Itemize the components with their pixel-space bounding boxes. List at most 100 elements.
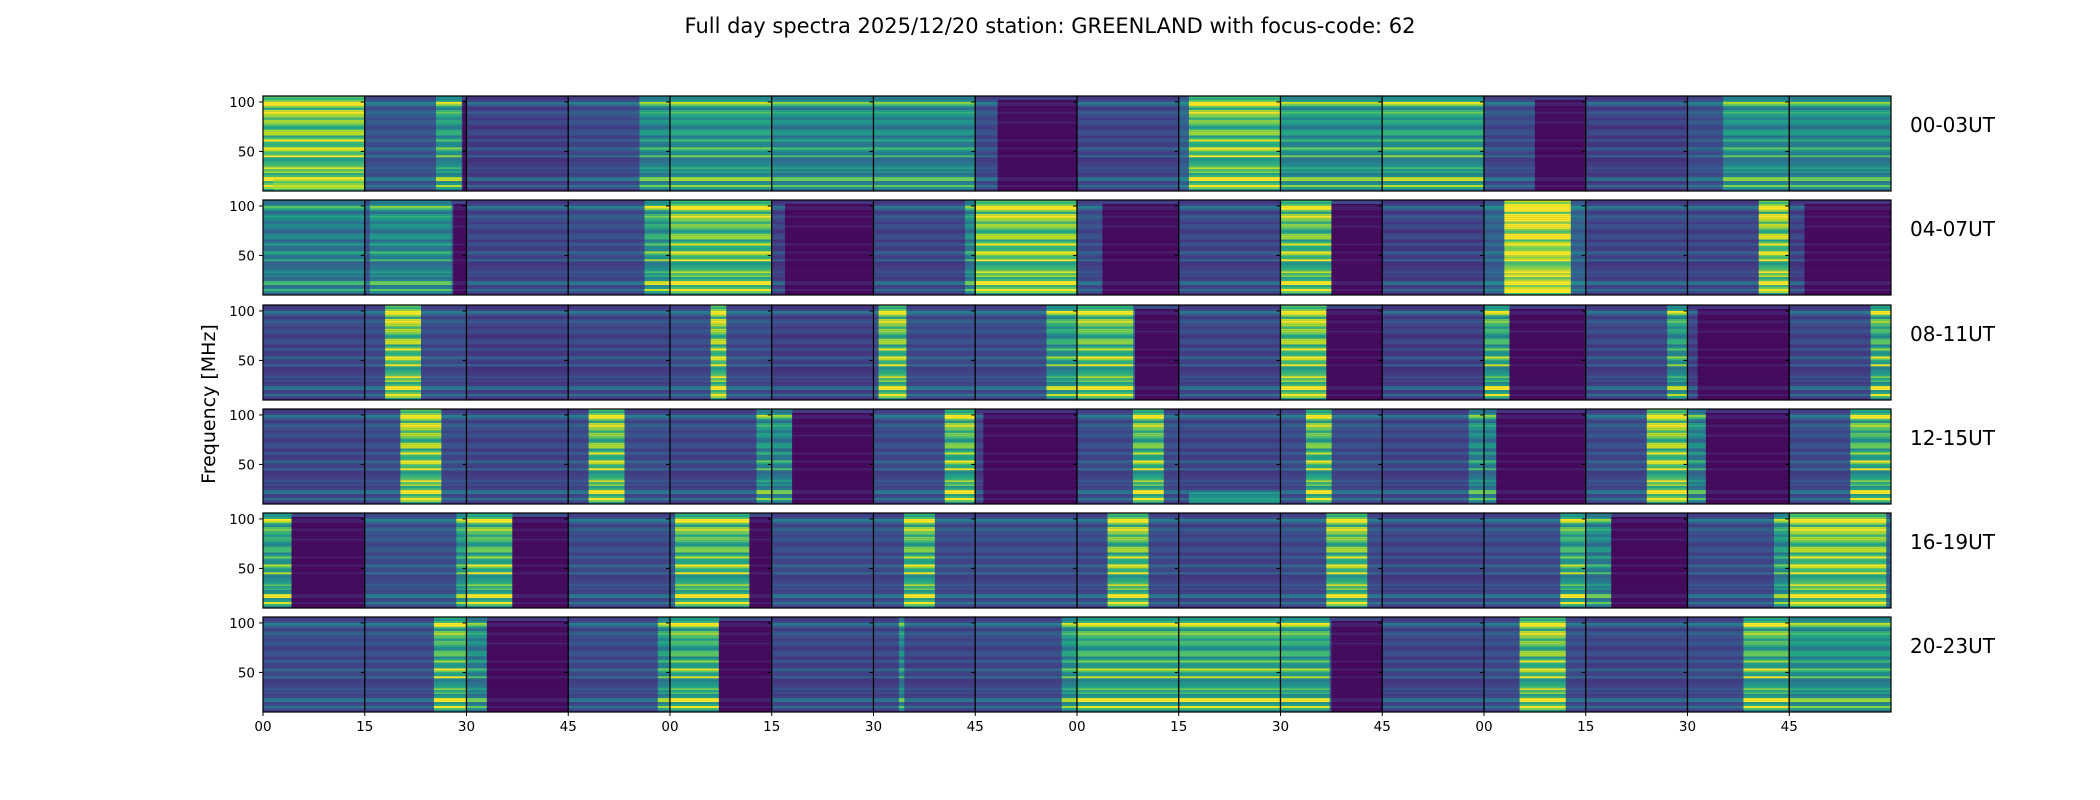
spectrum-band <box>1135 336 1180 340</box>
spectrum-band <box>1697 350 1790 353</box>
spectrum-band <box>435 183 462 186</box>
spectrum-band <box>644 265 671 268</box>
spectrum-band <box>1382 169 1485 172</box>
spectrum-band <box>1697 374 1790 377</box>
spectrum-band <box>1697 320 1790 324</box>
spectrum-band <box>873 277 976 280</box>
spectrum-band <box>878 310 907 314</box>
spectrum-band <box>1382 269 1485 272</box>
spectrum-band <box>1789 149 1892 152</box>
spectrum-band <box>1585 131 1688 135</box>
spectrum-band <box>364 161 467 164</box>
spectrum-band <box>873 362 976 365</box>
spectrum-band <box>1382 350 1485 353</box>
spectrum-band <box>1178 376 1281 379</box>
spectrum-band <box>644 289 671 292</box>
spectrum-band <box>466 454 569 457</box>
spectrum-band <box>568 115 671 119</box>
spectrum-band <box>1331 279 1383 282</box>
spectrum-band <box>1382 386 1485 389</box>
spectrum-band <box>1585 320 1688 324</box>
spectrum-band <box>771 420 793 424</box>
spectrum-band <box>1870 322 1892 326</box>
spectrum-band <box>1484 346 1510 349</box>
spectrum-band <box>670 442 773 446</box>
spectrum-band <box>1585 346 1688 349</box>
spectrum-band <box>466 165 569 168</box>
spectrum-band <box>1077 183 1180 186</box>
spectrum-band <box>1687 247 1790 250</box>
spectrum-band <box>263 203 366 207</box>
spectrum-band <box>1382 306 1485 310</box>
spectrum-band <box>263 308 366 312</box>
spectrum-band <box>263 157 366 160</box>
spectrum-band <box>1509 388 1587 391</box>
spectrum-band <box>1804 221 1892 225</box>
spectrum-band <box>878 374 907 377</box>
spectrum-band <box>1585 183 1688 186</box>
spectrum-band <box>873 257 976 260</box>
spectrum-band <box>1504 253 1571 256</box>
spectrum-band <box>997 105 1078 109</box>
spectrum-band <box>1789 374 1892 377</box>
spectrum-band <box>1178 340 1281 344</box>
spectrum-band <box>1697 356 1790 359</box>
spectrum-band <box>1326 338 1383 342</box>
spectrum-band <box>965 239 976 242</box>
spectrum-band <box>997 159 1078 162</box>
spectrum-band <box>1697 348 1790 351</box>
spectrum-band <box>878 396 907 399</box>
spectrum-band <box>965 255 976 258</box>
spectrum-band <box>1178 239 1281 242</box>
spectrum-band <box>1585 382 1688 385</box>
spectrum-band <box>364 183 467 186</box>
spectrum-band <box>385 368 422 371</box>
spectrum-band <box>462 115 467 119</box>
spectrum-band <box>997 139 1078 142</box>
spectrum-band <box>997 153 1078 156</box>
spectrum-band <box>1484 386 1510 389</box>
spectrum-band <box>784 269 874 272</box>
spectrum-band <box>466 135 569 138</box>
spectrum-band <box>639 185 671 188</box>
spectrum-band <box>466 263 569 266</box>
spectrum-band <box>1697 380 1790 383</box>
spectrum-band <box>364 153 467 156</box>
spectrum-band <box>965 253 976 256</box>
spectrum-band <box>588 502 625 505</box>
spectrum-band <box>771 358 874 361</box>
spectrum-band <box>462 99 467 103</box>
spectrum-band <box>784 213 874 217</box>
spectrum-band <box>756 464 773 467</box>
spectrum-band <box>1697 334 1790 338</box>
spectrum-band <box>466 143 569 146</box>
spectrum-band <box>1585 221 1688 225</box>
spectrum-band <box>385 320 422 324</box>
spectrum-band <box>466 159 569 162</box>
spectrum-band <box>784 203 874 207</box>
spectrum-band <box>1504 209 1571 213</box>
spectrum-band <box>756 498 773 501</box>
spectrum-band <box>1382 113 1485 117</box>
spectrum-band <box>400 466 442 469</box>
spectrum-band <box>1484 380 1510 383</box>
spectrum-band <box>364 121 467 125</box>
spectrum-band <box>1077 101 1180 105</box>
spectrum-band <box>1789 179 1892 182</box>
spectrum-band <box>1585 261 1688 264</box>
spectrum-band <box>878 350 907 353</box>
spectrum-band <box>1178 372 1281 375</box>
spectrum-band <box>639 189 671 192</box>
spectrum-band <box>466 330 569 334</box>
spectrum-band <box>1723 131 1790 135</box>
spectrum-band <box>1135 330 1180 334</box>
spectrum-band <box>364 179 467 182</box>
spectrum-band <box>1102 231 1180 235</box>
spectrum-band <box>975 330 1078 334</box>
spectrum-band <box>1789 372 1892 375</box>
spectrum-band <box>639 111 671 115</box>
spectrum-band <box>1188 151 1281 154</box>
spectrogram-panel <box>564 95 671 192</box>
spectrum-band <box>400 490 442 493</box>
spectrum-band <box>1484 360 1510 363</box>
